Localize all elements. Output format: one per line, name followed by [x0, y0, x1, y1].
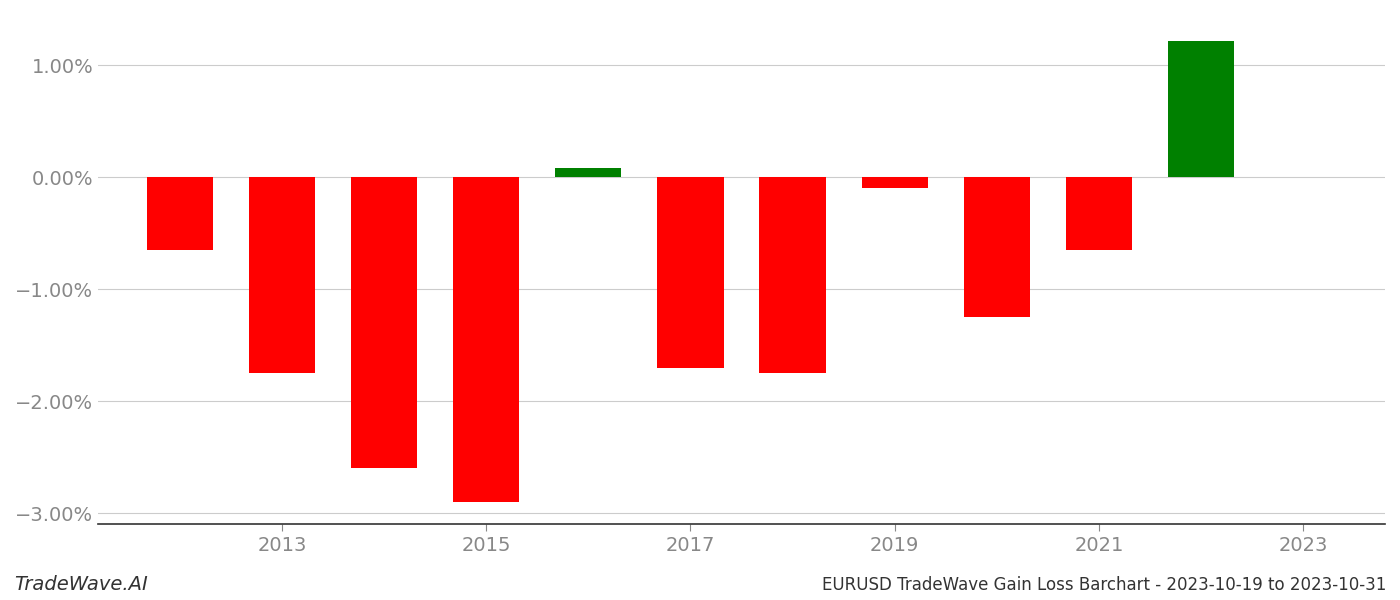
Bar	[554, 169, 622, 177]
Bar	[759, 177, 826, 373]
Bar	[454, 177, 519, 502]
Bar	[657, 177, 724, 368]
Bar	[147, 177, 213, 250]
Bar	[861, 177, 928, 188]
Text: TradeWave.AI: TradeWave.AI	[14, 575, 148, 594]
Bar	[1168, 41, 1235, 177]
Bar	[249, 177, 315, 373]
Bar	[963, 177, 1030, 317]
Bar	[1065, 177, 1133, 250]
Bar	[351, 177, 417, 468]
Text: EURUSD TradeWave Gain Loss Barchart - 2023-10-19 to 2023-10-31: EURUSD TradeWave Gain Loss Barchart - 20…	[822, 576, 1386, 594]
